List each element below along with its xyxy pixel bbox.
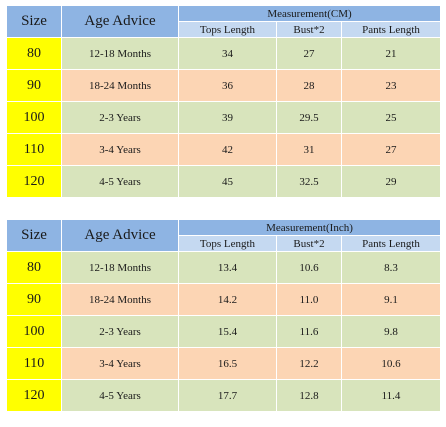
age-cell: 12-18 Months bbox=[61, 37, 179, 70]
table-row: 100 2-3 Years 15.4 11.6 9.8 bbox=[6, 315, 441, 348]
bust-cell: 27 bbox=[276, 37, 342, 70]
pants-length-cell: 8.3 bbox=[341, 251, 441, 284]
age-cell: 12-18 Months bbox=[61, 251, 179, 284]
age-cell: 3-4 Years bbox=[61, 347, 179, 380]
age-cell: 2-3 Years bbox=[61, 101, 179, 134]
size-header: Size bbox=[6, 219, 62, 252]
tops-length-cell: 34 bbox=[178, 37, 277, 70]
tops-length-cell: 16.5 bbox=[178, 347, 277, 380]
bust-cell: 11.0 bbox=[276, 283, 342, 316]
bust-header: Bust*2 bbox=[276, 235, 342, 252]
size-header: Size bbox=[6, 5, 62, 38]
pants-length-cell: 27 bbox=[341, 133, 441, 166]
size-cell: 120 bbox=[6, 165, 62, 198]
age-cell: 2-3 Years bbox=[61, 315, 179, 348]
tops-length-header: Tops Length bbox=[178, 21, 277, 38]
table-row: 80 12-18 Months 34 27 21 bbox=[6, 37, 441, 70]
pants-length-cell: 25 bbox=[341, 101, 441, 134]
pants-length-cell: 10.6 bbox=[341, 347, 441, 380]
bust-header: Bust*2 bbox=[276, 21, 342, 38]
pants-length-cell: 9.1 bbox=[341, 283, 441, 316]
table-row: 110 3-4 Years 42 31 27 bbox=[6, 133, 441, 166]
age-cell: 3-4 Years bbox=[61, 133, 179, 166]
size-cell: 110 bbox=[6, 347, 62, 380]
size-cell: 110 bbox=[6, 133, 62, 166]
bust-cell: 32.5 bbox=[276, 165, 342, 198]
table-row: 110 3-4 Years 16.5 12.2 10.6 bbox=[6, 347, 441, 380]
tops-length-cell: 13.4 bbox=[178, 251, 277, 284]
pants-length-cell: 11.4 bbox=[341, 379, 441, 412]
age-cell: 18-24 Months bbox=[61, 69, 179, 102]
tops-length-cell: 14.2 bbox=[178, 283, 277, 316]
tops-length-cell: 36 bbox=[178, 69, 277, 102]
measurement-group-header: Measurement(Inch) bbox=[178, 219, 441, 236]
table-row: 120 4-5 Years 17.7 12.8 11.4 bbox=[6, 379, 441, 412]
table-row: 90 18-24 Months 14.2 11.0 9.1 bbox=[6, 283, 441, 316]
age-cell: 4-5 Years bbox=[61, 165, 179, 198]
bust-cell: 10.6 bbox=[276, 251, 342, 284]
table-row: 80 12-18 Months 13.4 10.6 8.3 bbox=[6, 251, 441, 284]
bust-cell: 11.6 bbox=[276, 315, 342, 348]
pants-length-cell: 9.8 bbox=[341, 315, 441, 348]
table-row: 90 18-24 Months 36 28 23 bbox=[6, 69, 441, 102]
pants-length-cell: 29 bbox=[341, 165, 441, 198]
size-cell: 100 bbox=[6, 101, 62, 134]
age-advice-header: Age Advice bbox=[61, 5, 179, 38]
measurement-group-header: Measurement(CM) bbox=[178, 5, 441, 22]
tops-length-cell: 42 bbox=[178, 133, 277, 166]
size-chart-inch-table: Size Age Advice Measurement(Inch) Tops L… bbox=[6, 219, 441, 412]
tops-length-cell: 45 bbox=[178, 165, 277, 198]
bust-cell: 28 bbox=[276, 69, 342, 102]
pants-length-header: Pants Length bbox=[341, 21, 441, 38]
table-row: 120 4-5 Years 45 32.5 29 bbox=[6, 165, 441, 198]
pants-length-cell: 23 bbox=[341, 69, 441, 102]
tops-length-cell: 17.7 bbox=[178, 379, 277, 412]
tops-length-header: Tops Length bbox=[178, 235, 277, 252]
pants-length-cell: 21 bbox=[341, 37, 441, 70]
size-cell: 120 bbox=[6, 379, 62, 412]
size-cell: 80 bbox=[6, 251, 62, 284]
tops-length-cell: 15.4 bbox=[178, 315, 277, 348]
size-chart-cm-table: Size Age Advice Measurement(CM) Tops Len… bbox=[6, 5, 441, 198]
age-cell: 18-24 Months bbox=[61, 283, 179, 316]
size-cell: 90 bbox=[6, 69, 62, 102]
age-advice-header: Age Advice bbox=[61, 219, 179, 252]
size-cell: 90 bbox=[6, 283, 62, 316]
bust-cell: 31 bbox=[276, 133, 342, 166]
bust-cell: 12.2 bbox=[276, 347, 342, 380]
pants-length-header: Pants Length bbox=[341, 235, 441, 252]
bust-cell: 12.8 bbox=[276, 379, 342, 412]
age-cell: 4-5 Years bbox=[61, 379, 179, 412]
table-row: 100 2-3 Years 39 29.5 25 bbox=[6, 101, 441, 134]
tops-length-cell: 39 bbox=[178, 101, 277, 134]
size-cell: 80 bbox=[6, 37, 62, 70]
bust-cell: 29.5 bbox=[276, 101, 342, 134]
size-cell: 100 bbox=[6, 315, 62, 348]
